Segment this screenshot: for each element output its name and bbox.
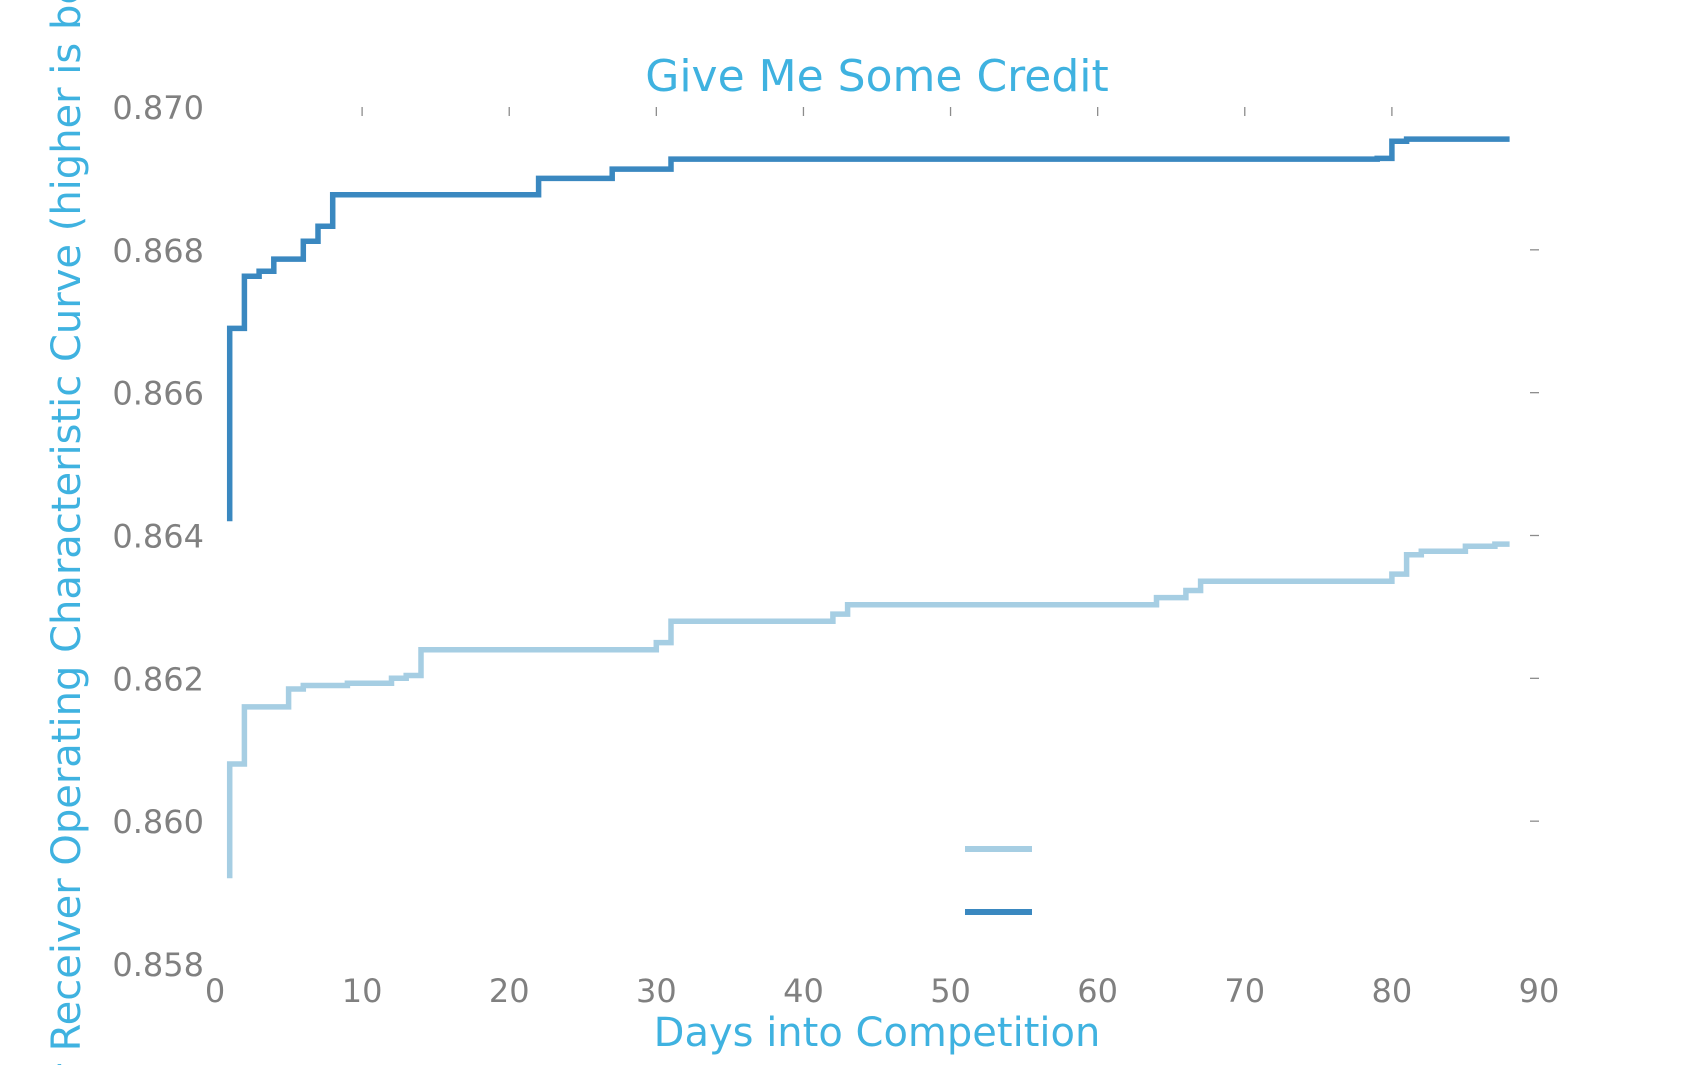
series-line-2 (226, 136, 1510, 522)
x-tick-label: 0 (205, 972, 225, 1010)
x-tick-label: 70 (1224, 972, 1265, 1010)
y-tick-label: 0.870 (112, 89, 204, 127)
y-axis-title: Area under Receiver Operating Characteri… (44, 0, 90, 1065)
series-lines (226, 136, 1510, 879)
y-tick-label: 0.860 (112, 803, 204, 841)
x-tick-label: 20 (489, 972, 530, 1010)
x-tick-label: 10 (342, 972, 383, 1010)
legend (965, 846, 1032, 915)
x-tick-label: 40 (783, 972, 824, 1010)
x-tick-label: 90 (1519, 972, 1560, 1010)
x-axis-title: Days into Competition (654, 1010, 1101, 1056)
chart-title: Give Me Some Credit (645, 51, 1109, 102)
y-tick-label: 0.864 (112, 518, 204, 556)
x-tick-label: 60 (1077, 972, 1118, 1010)
y-tick-label: 0.862 (112, 660, 204, 698)
x-tick-label: 30 (636, 972, 677, 1010)
y-tick-label: 0.858 (112, 946, 204, 984)
y-tick-label: 0.866 (112, 375, 204, 413)
x-tick-label: 80 (1372, 972, 1413, 1010)
axis-ticks: 0 10 20 30 40 50 60 70 80 90 0.858 0.860 0.862 0.864 0… (112, 89, 1559, 1010)
x-tick-label: 50 (930, 972, 971, 1010)
y-tick-label: 0.868 (112, 232, 204, 270)
series-line-1 (226, 541, 1510, 879)
